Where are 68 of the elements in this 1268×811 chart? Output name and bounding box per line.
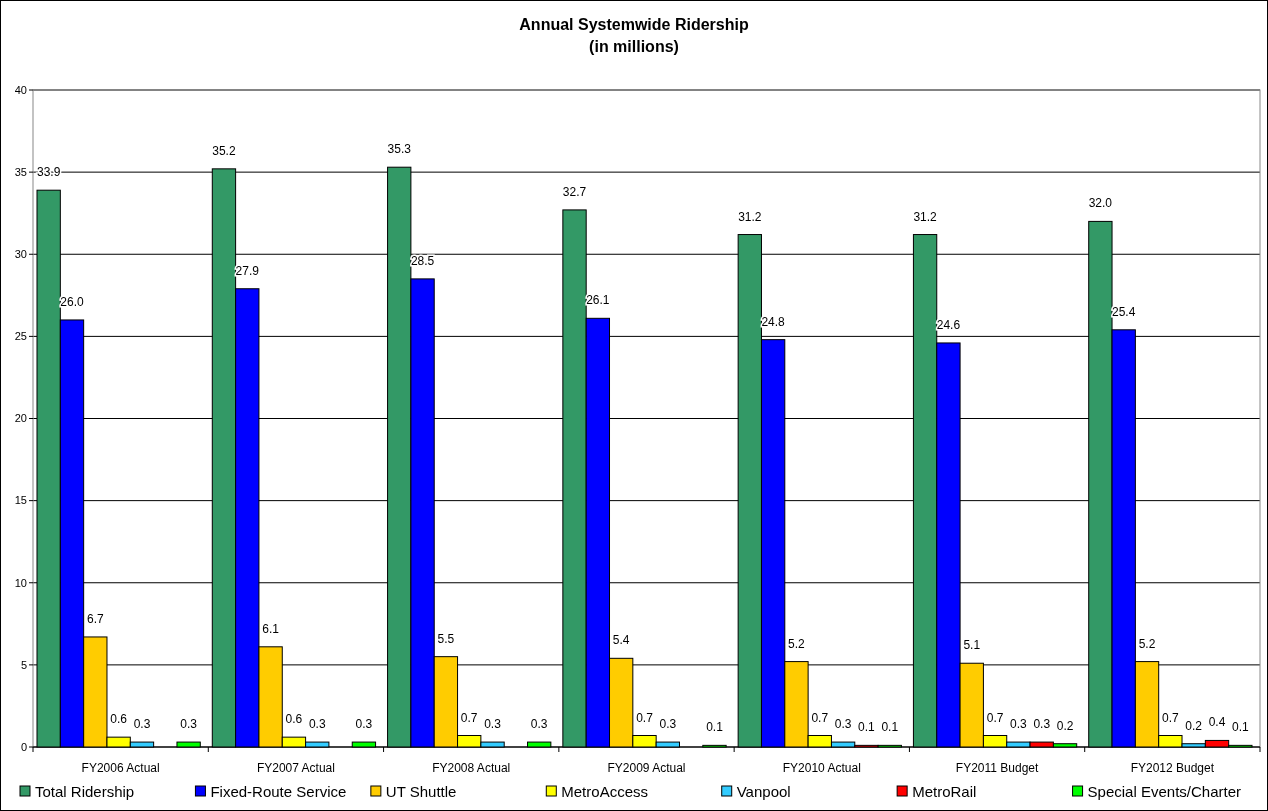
x-tick-label: FY2012 Budget xyxy=(1130,761,1215,775)
data-label: 0.1 xyxy=(858,720,876,735)
data-label: 0.7 xyxy=(460,710,478,725)
x-tick-label: FY2008 Actual xyxy=(432,761,511,775)
data-label: 0.1 xyxy=(881,720,899,735)
data-label: 6.1 xyxy=(262,621,280,636)
y-tick-label: 25 xyxy=(14,330,27,343)
data-label: 5.2 xyxy=(1138,636,1156,651)
data-label: 24.6 xyxy=(936,317,961,332)
y-tick-label: 0 xyxy=(20,740,27,753)
chart-title: Annual Systemwide Ridership xyxy=(519,16,749,33)
data-label: 31.2 xyxy=(738,209,762,224)
data-label: 0.3 xyxy=(1010,717,1028,732)
data-label: 26.0 xyxy=(60,294,84,309)
data-label: 0.3 xyxy=(659,717,677,732)
data-label: 6.7 xyxy=(86,611,104,626)
data-label: 0.3 xyxy=(484,717,502,732)
data-label: 0.3 xyxy=(355,717,373,732)
data-label: 0.7 xyxy=(811,710,829,725)
data-label: 27.9 xyxy=(235,263,260,278)
data-label: 0.7 xyxy=(986,710,1004,725)
data-label: 32.7 xyxy=(562,184,587,199)
legend-label: Special Events/Charter xyxy=(1087,783,1241,800)
data-label: 5.4 xyxy=(612,633,630,648)
data-label: 35.2 xyxy=(212,143,236,158)
data-label: 0.3 xyxy=(133,717,151,732)
legend-label: Vanpool xyxy=(736,783,791,800)
data-label: 0.3 xyxy=(1033,717,1051,732)
data-label: 0.1 xyxy=(706,720,724,735)
data-label: 5.2 xyxy=(788,636,806,651)
data-label: 31.2 xyxy=(913,209,938,224)
legend-label: Fixed-Route Service xyxy=(210,783,347,800)
y-tick-label: 30 xyxy=(14,248,27,261)
data-label: 0.2 xyxy=(1185,718,1203,733)
data-label: 0.6 xyxy=(110,712,128,727)
data-label: 5.5 xyxy=(437,631,455,646)
data-label: 28.5 xyxy=(410,253,435,268)
data-label: 0.4 xyxy=(1208,715,1226,730)
legend-label: Total Ridership xyxy=(35,783,135,800)
data-label: 0.3 xyxy=(834,717,852,732)
data-label: 24.8 xyxy=(761,314,786,329)
chart-subtitle: (in millions) xyxy=(589,38,679,55)
y-tick-label: 5 xyxy=(20,658,27,671)
x-tick-label: FY2010 Actual xyxy=(782,761,861,775)
data-label: 0.3 xyxy=(308,717,326,732)
data-label: 0.6 xyxy=(285,712,303,727)
y-tick-label: 10 xyxy=(14,576,27,589)
x-tick-label: FY2009 Actual xyxy=(607,761,686,775)
legend-label: UT Shuttle xyxy=(385,783,457,800)
data-label: 5.1 xyxy=(963,638,981,653)
data-label: 0.7 xyxy=(1162,710,1180,725)
data-label: 0.3 xyxy=(180,717,198,732)
data-label: 0.3 xyxy=(530,717,548,732)
data-label: 0.1 xyxy=(1231,720,1249,735)
x-tick-label: FY2011 Budget xyxy=(955,761,1039,775)
data-label: 26.1 xyxy=(586,293,610,308)
data-label: 0.7 xyxy=(636,710,654,725)
data-label: 35.3 xyxy=(387,142,412,157)
y-tick-label: 40 xyxy=(14,83,27,96)
y-tick-label: 35 xyxy=(14,165,27,178)
data-label: 0.2 xyxy=(1056,718,1074,733)
y-tick-label: 15 xyxy=(14,494,27,507)
y-tick-label: 20 xyxy=(14,412,27,425)
legend-label: MetroAccess xyxy=(561,783,648,800)
data-label: 32.0 xyxy=(1088,196,1113,211)
legend-label: MetroRail xyxy=(912,783,977,800)
x-tick-label: FY2007 Actual xyxy=(256,761,335,775)
x-tick-label: FY2006 Actual xyxy=(81,761,160,775)
